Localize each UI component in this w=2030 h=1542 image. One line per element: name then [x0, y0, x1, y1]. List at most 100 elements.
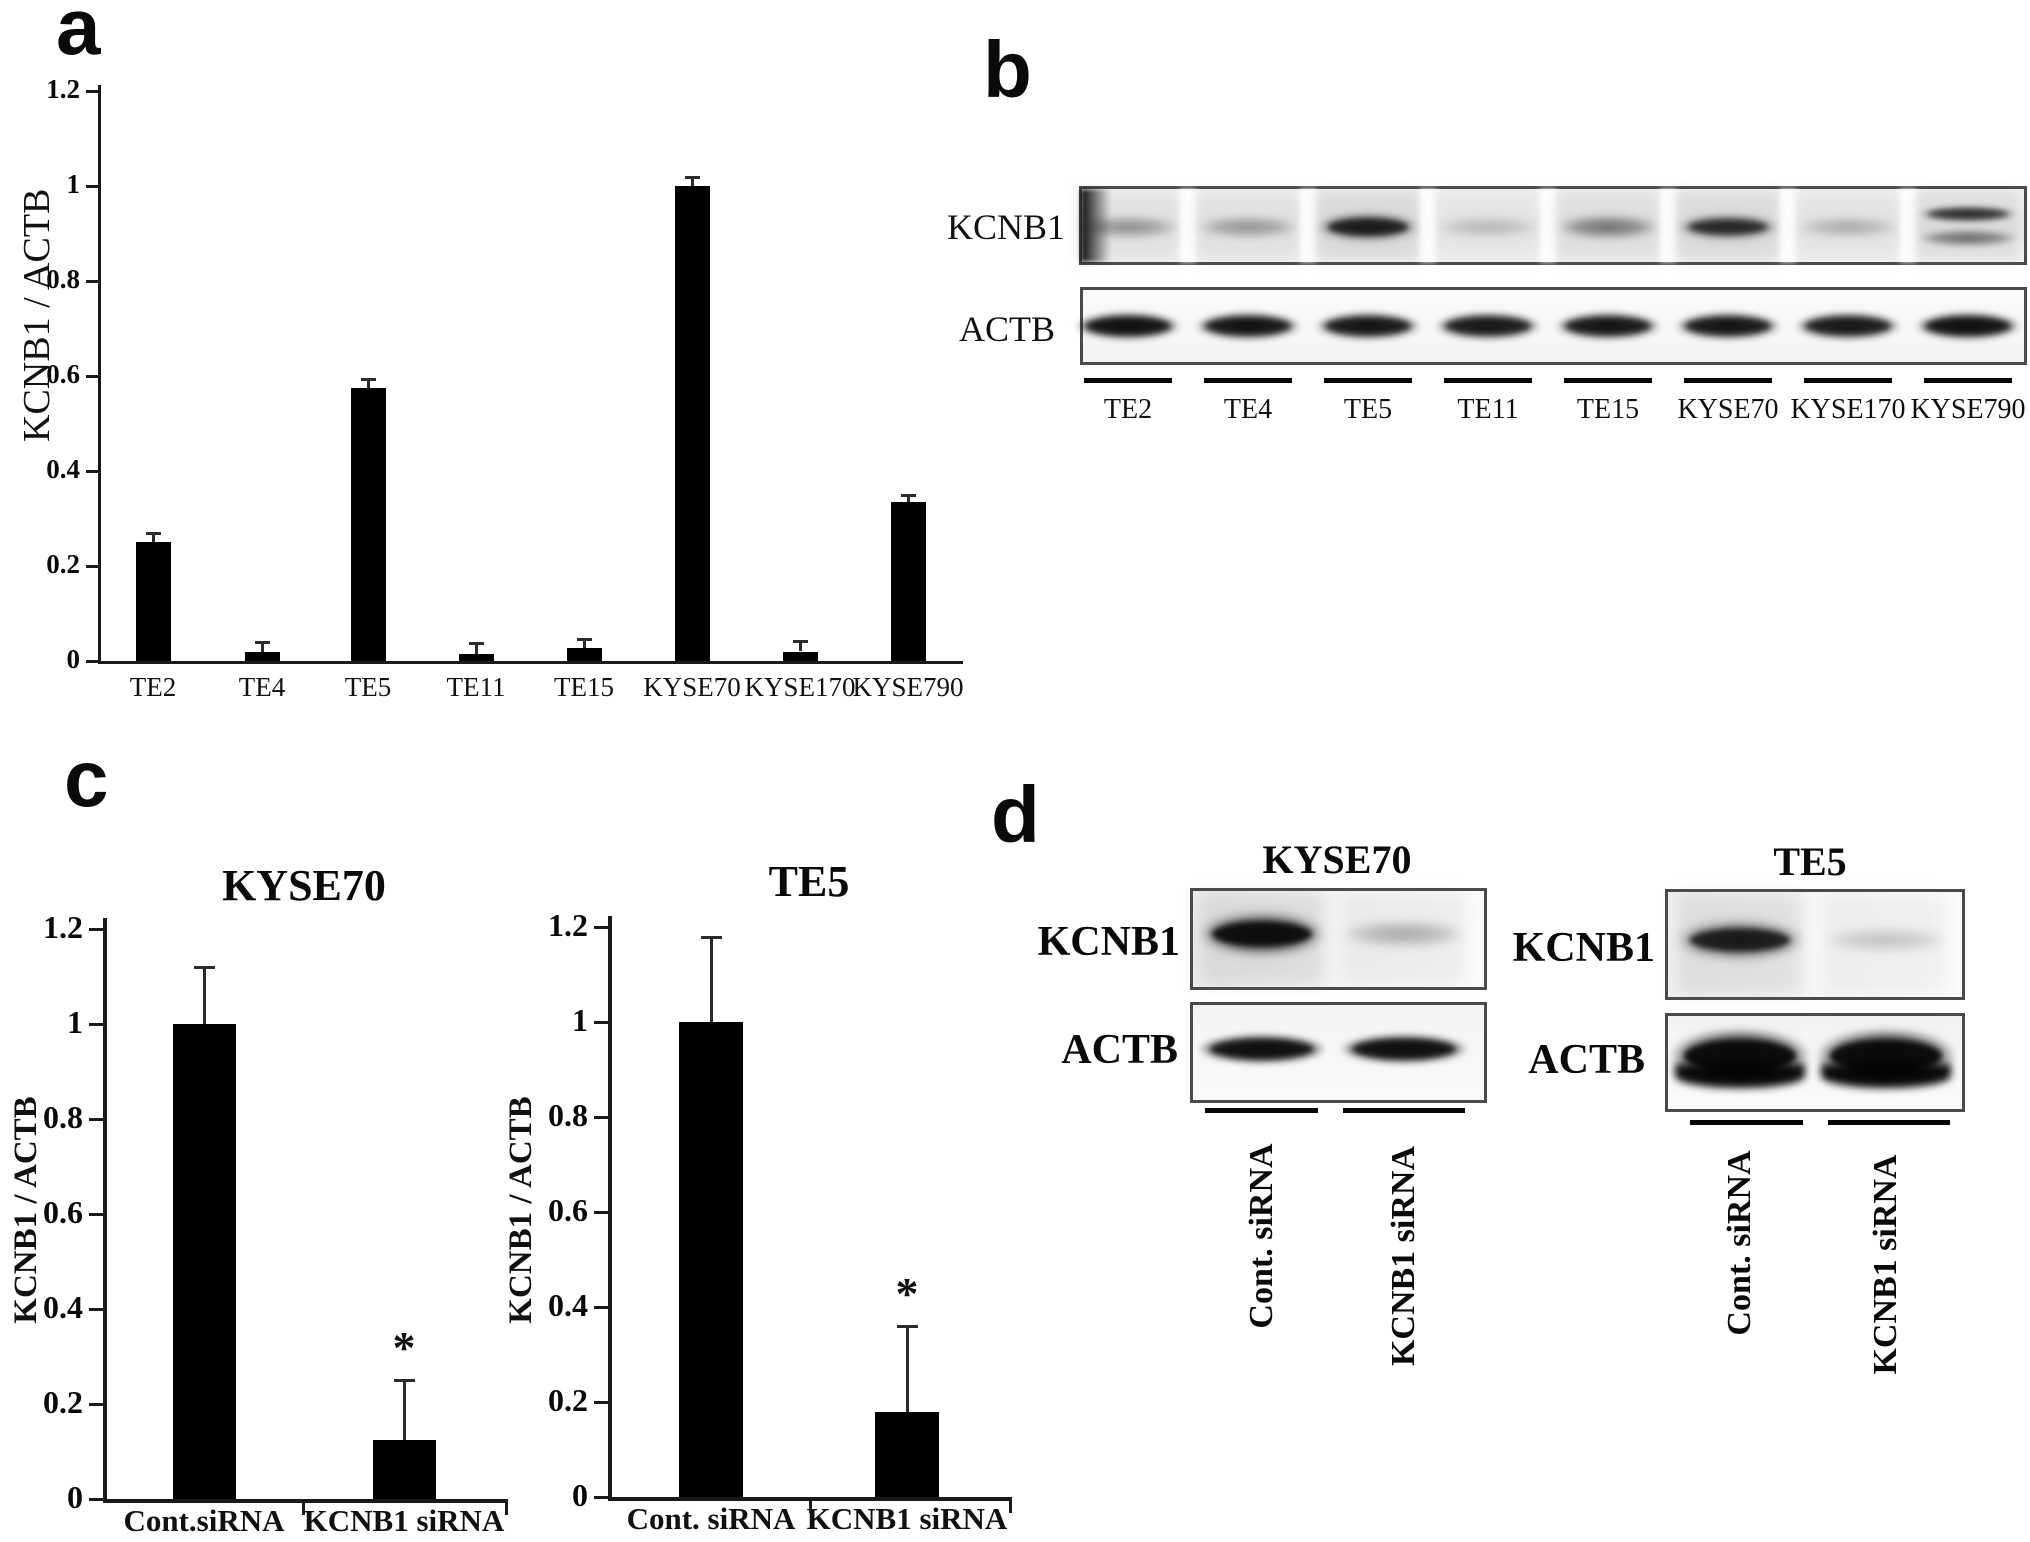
error-bar-line [366, 379, 370, 388]
bar [372, 1439, 436, 1499]
y-axis-tick [594, 926, 608, 929]
actb-band-core [1925, 317, 2011, 335]
error-bar-line [402, 1380, 406, 1440]
y-tick-label: 1.2 [43, 909, 83, 946]
error-bar-cap [700, 935, 722, 939]
bar [244, 651, 280, 661]
category-label: KCNB1 siRNA [806, 1501, 1008, 1536]
kcnb1-band [1560, 215, 1656, 239]
panel-d-te5-title: TE5 [1773, 839, 1847, 884]
y-tick-label: 0.4 [43, 1289, 83, 1326]
y-tick-label: 0.2 [46, 549, 80, 580]
actb-band-core [1205, 317, 1291, 335]
actb-band-core [1565, 317, 1651, 335]
y-tick-label: 1.2 [46, 74, 80, 105]
lane-underline [1564, 378, 1652, 383]
kcnb1-lane-smear [1796, 190, 1900, 261]
actb-band-core [1805, 317, 1891, 335]
bar [890, 501, 926, 661]
y-axis-tick [594, 1496, 608, 1499]
panel-a-bar-chart: 0 0.2 0.4 0.6 0.8 1 1.2 TE2 TE4 TE5 TE11 TE15 KYSE70… [0, 0, 1010, 750]
bar [135, 542, 171, 661]
panel-c-kyse70-title: KYSE70 [222, 861, 386, 910]
kcnb1-lane-gap [1780, 189, 1796, 262]
bar [566, 647, 602, 661]
category-label: TE5 [344, 672, 392, 702]
y-tick-label: 1 [67, 1004, 83, 1041]
y-tick-label: 1 [572, 1002, 588, 1039]
rotated-lane-label: Cont. siRNA [1243, 1143, 1280, 1329]
kcnb1-band-core [1212, 921, 1312, 947]
kcnb1-lane-gap [1540, 189, 1556, 262]
y-axis-line [608, 916, 612, 1501]
rotated-lane-label: KCNB1 siRNA [1385, 1145, 1422, 1367]
y-axis-tick [89, 1213, 103, 1216]
kcnb1-band-core [1927, 209, 2009, 219]
y-tick-label: 0.6 [46, 359, 80, 390]
y-axis-line [98, 85, 101, 664]
bar [875, 1411, 939, 1497]
panel-b-kcnb1-row-label: KCNB1 [946, 207, 1065, 247]
kcnb1-lane-smear [1196, 190, 1300, 261]
y-tick-label: 0.8 [43, 1099, 83, 1136]
category-label: TE2 [129, 672, 177, 702]
kcnb1-lane-gap [1660, 189, 1676, 262]
category-label: KYSE170 [744, 672, 856, 702]
y-axis-tick [86, 470, 98, 473]
kcnb1-lane-gap [1180, 189, 1196, 262]
kcnb1-band [1345, 922, 1463, 946]
kcnb1-band [1200, 217, 1296, 237]
kcnb1-lane-smear [1916, 190, 2020, 261]
panel-b-actb-row-label: ACTB [958, 309, 1055, 349]
lane-underline [1684, 378, 1772, 383]
kcnb1-lane-gap [1300, 189, 1316, 262]
lane-label: TE11 [1457, 394, 1519, 425]
category-label: KYSE70 [643, 672, 741, 702]
actb-band-core [1209, 1040, 1315, 1058]
y-tick-label: 0.8 [548, 1097, 588, 1134]
x-axis-line [98, 661, 963, 664]
kcnb1-lane-gap [1900, 189, 1916, 262]
error-bar-cap [393, 1379, 415, 1383]
x-axis-tick [809, 1497, 812, 1513]
category-label: TE15 [554, 672, 614, 702]
panel-b-letter: b [983, 25, 1032, 114]
y-tick-label: 0 [572, 1477, 588, 1514]
actb-band-core [1351, 1040, 1457, 1058]
panel-d-letter: d [991, 770, 1040, 859]
panel-d-te5-actb-row-label: ACTB [1528, 1037, 1645, 1083]
y-tick-label: 0.8 [46, 264, 80, 295]
kcnb1-band-core [1689, 929, 1791, 951]
lane-underline [1804, 378, 1892, 383]
y-axis-tick [89, 1403, 103, 1406]
y-axis-line [103, 918, 107, 1503]
category-label: Cont.siRNA [123, 1503, 285, 1538]
y-tick-label: 0.2 [548, 1382, 588, 1419]
lane-label: KYSE70 [1677, 394, 1779, 425]
error-bar-line [690, 177, 694, 186]
x-axis-tick [1009, 1497, 1012, 1513]
error-bar-line [798, 641, 802, 652]
x-axis-line [103, 1499, 508, 1503]
y-axis-tick [89, 928, 103, 931]
lane-label: KYSE790 [1910, 394, 2026, 425]
y-tick-label: 0 [67, 1479, 83, 1516]
lane-underline [1204, 378, 1292, 383]
actb-band-core [1685, 317, 1771, 335]
error-bar-line [474, 643, 478, 654]
lane-label: TE4 [1223, 394, 1273, 425]
significance-star: * [392, 1322, 416, 1374]
kcnb1-edge-blob [1081, 189, 1111, 262]
error-bar-cap [792, 640, 808, 644]
error-bar-cap [576, 638, 592, 642]
lane-label: TE15 [1576, 394, 1640, 425]
panel-c-te5-title: TE5 [768, 857, 850, 906]
lane-underline [1324, 378, 1412, 383]
y-tick-label: 0 [66, 644, 81, 675]
panel-d-kyse70-kcnb1-row-label: KCNB1 [1037, 919, 1180, 965]
panel-c-letter: c [64, 734, 109, 823]
panel-a-letter: a [56, 0, 101, 71]
bar [172, 1024, 236, 1499]
bar [458, 653, 494, 661]
